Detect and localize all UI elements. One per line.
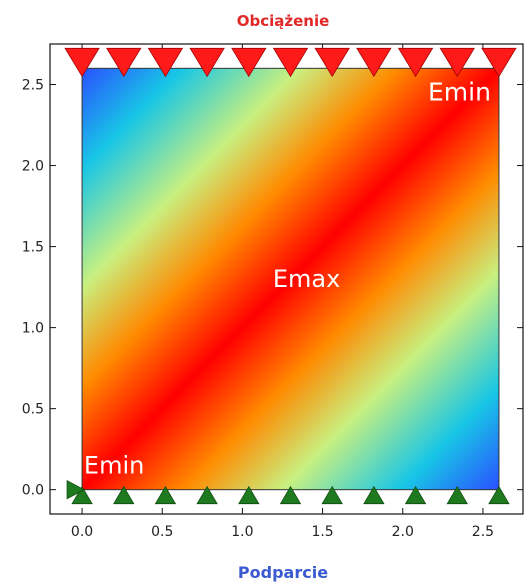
support-marker: [154, 485, 177, 505]
load-marker: [439, 47, 475, 78]
load-marker: [147, 47, 184, 78]
y-tick-label: 0.5: [22, 402, 44, 418]
fixed-support-marker: [66, 480, 85, 500]
load-marker: [64, 47, 100, 78]
support-marker: [321, 485, 343, 505]
region-annotation: Emax: [273, 265, 340, 293]
x-tick-label: 0.5: [151, 524, 173, 540]
y-axis: 0.0 0.5 1.0 1.5 2.0 2.5: [22, 78, 523, 499]
support-marker: [488, 485, 510, 505]
plot-area: [49, 43, 524, 515]
y-tick-label: 1.5: [22, 240, 44, 256]
support-marker: [404, 485, 427, 505]
y-tick-label: 2.5: [22, 78, 44, 94]
x-tick-label: 2.0: [392, 524, 414, 540]
y-tick-label: 1.0: [22, 321, 44, 337]
chart-title: Obciążenie: [237, 12, 330, 30]
load-marker: [272, 47, 309, 78]
region-annotation: Emin: [428, 78, 491, 107]
load-marker: [481, 47, 517, 78]
x-tick-label: 1.5: [311, 524, 333, 540]
support-marker: [363, 485, 385, 505]
heatmap-surface: [81, 67, 500, 491]
support-marker: [446, 485, 468, 505]
load-marker: [356, 47, 392, 78]
y-tick-label: 2.0: [22, 159, 44, 175]
load-marker: [189, 47, 225, 78]
x-axis: 0.0 0.5 1.0 1.5 2.0 2.5: [71, 44, 494, 540]
load-marker: [314, 47, 350, 78]
annotations: Emin Emax Emin: [84, 78, 491, 480]
load-marker: [231, 47, 267, 78]
y-tick-label: 0.0: [22, 483, 44, 499]
x-tick-label: 0.0: [71, 524, 93, 540]
load-marker: [106, 47, 142, 78]
support-marker: [71, 485, 93, 505]
support-marker: [279, 485, 302, 505]
support-marker: [113, 485, 135, 505]
x-tick-label: 1.0: [231, 524, 253, 540]
load-marker: [397, 47, 434, 78]
x-axis-label: Podparcie: [238, 563, 328, 582]
region-annotation: Emin: [84, 451, 144, 479]
x-tick-label: 2.5: [472, 524, 494, 540]
support-markers: [66, 480, 510, 505]
load-markers: [64, 47, 517, 78]
support-marker: [196, 485, 218, 505]
support-marker: [238, 485, 260, 505]
